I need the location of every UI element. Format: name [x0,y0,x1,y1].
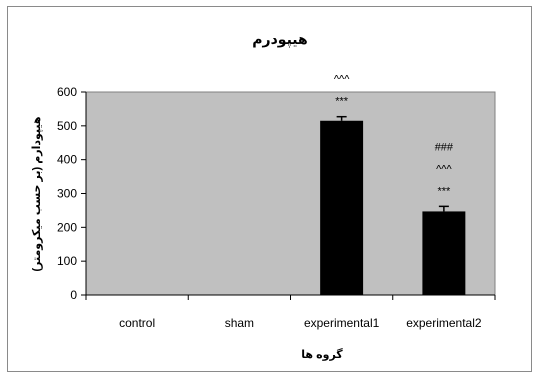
y-tick-label: 0 [70,288,77,302]
y-axis: 0 100 200 300 400 500 600 [57,85,87,302]
x-axis-label: گروه ها [301,348,343,361]
significance-label: *** [335,96,349,108]
y-tick-label: 100 [57,254,77,268]
x-tick-label: experimental2 [406,316,482,330]
significance-label: ^^^ [334,74,350,86]
significance-label: ### [435,141,454,153]
y-tick-label: 200 [57,220,77,234]
y-tick-label: 400 [57,153,77,167]
y-tick-label: 300 [57,187,77,201]
significance-label: *** [437,185,451,197]
y-tick-label: 600 [57,85,77,99]
x-tick-label: sham [225,316,254,330]
bar [320,120,364,295]
significance-label: ^^^ [436,163,452,175]
y-axis-label: هیپودارم (بر حسب میکرومتر) [31,116,43,271]
y-tick-label: 500 [57,119,77,133]
x-tick-label: experimental1 [304,316,380,330]
chart-title: هیپودرم [252,31,307,48]
bars: ^^^ *** ### ^^^ *** [320,74,466,295]
x-tick-label: control [119,316,155,330]
bar [422,211,466,295]
x-axis: control sham experimental1 experimental2 [85,294,496,330]
